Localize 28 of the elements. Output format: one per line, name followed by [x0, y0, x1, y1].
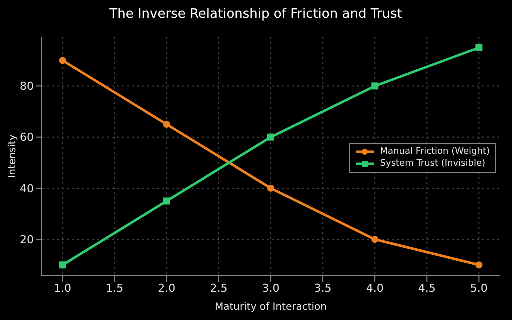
- x-tick-label: 2.0: [158, 282, 176, 295]
- point: [476, 262, 483, 269]
- y-tick-label: 20: [20, 233, 34, 246]
- y-axis-title: Intensity: [8, 134, 19, 178]
- x-tick-label: 4.5: [418, 282, 436, 295]
- x-tick-label: 1.0: [54, 282, 72, 295]
- x-tick-label: 4.0: [366, 282, 384, 295]
- legend-label: System Trust (Invisible): [380, 158, 486, 170]
- x-tick-label: 5.0: [470, 282, 488, 295]
- x-tick-label: 2.5: [210, 282, 228, 295]
- point: [59, 57, 66, 64]
- x-tick-label: 3.0: [262, 282, 280, 295]
- x-tick-label: 3.5: [314, 282, 332, 295]
- point: [163, 121, 170, 128]
- point: [268, 134, 274, 141]
- chart-title: The Inverse Relationship of Friction and Trust: [108, 7, 404, 22]
- point: [268, 184, 274, 192]
- y-tick-label: 60: [20, 131, 34, 144]
- point: [476, 44, 483, 52]
- y-tick-label: 40: [20, 182, 34, 196]
- point: [372, 236, 379, 244]
- x-axis-title: Maturity of Interaction: [215, 302, 327, 313]
- legend-label: Manual Friction (Weight): [380, 146, 490, 158]
- x-tick-label: 1.5: [106, 282, 124, 295]
- point: [163, 198, 170, 205]
- point: [372, 82, 379, 90]
- point: [59, 262, 66, 269]
- y-tick-label: 80: [20, 80, 34, 94]
